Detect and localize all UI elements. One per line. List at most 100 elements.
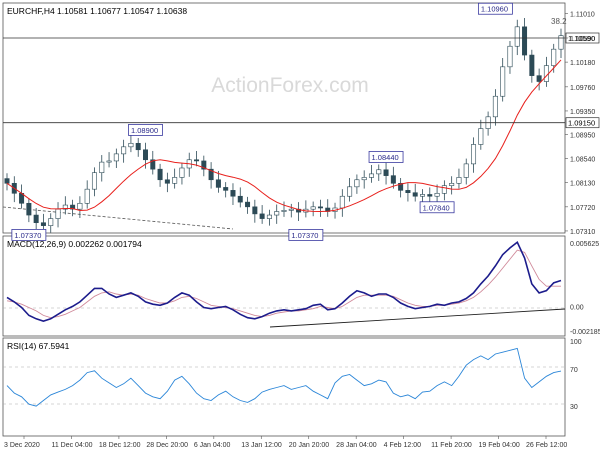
candle-body	[281, 210, 287, 212]
candle-body	[106, 160, 112, 163]
candle-body	[376, 169, 382, 175]
candle-body	[398, 182, 404, 191]
candle-body	[164, 179, 170, 184]
candle-body	[26, 202, 32, 216]
price-marker-label: 1.07370	[291, 231, 318, 240]
candle-body	[339, 195, 345, 209]
x-tick-label: 11 Dec 04:00	[51, 442, 92, 449]
candle-body	[252, 206, 258, 215]
price-y-tick-label: 1.10180	[570, 60, 595, 67]
candle-body	[230, 190, 236, 197]
price-marker-label: 1.08900	[131, 126, 158, 135]
candle-body	[84, 188, 90, 204]
x-tick-label: 4 Feb 12:00	[384, 442, 421, 449]
candle-body	[33, 214, 39, 224]
candle-body	[259, 213, 265, 219]
candle-body	[274, 211, 280, 216]
candle-body	[500, 66, 506, 97]
candle-body	[463, 163, 469, 178]
x-tick-label: 28 Jan 04:00	[336, 442, 377, 449]
level-tag-box	[565, 117, 600, 129]
candle-body	[558, 35, 564, 50]
candle-body	[434, 192, 440, 197]
candle-body	[150, 159, 156, 170]
x-tick-label: 3 Dec 2020	[4, 442, 40, 449]
candle-body	[427, 194, 433, 197]
price-marker-box	[477, 2, 513, 15]
x-tick-label: 26 Feb 12:00	[526, 442, 567, 449]
rsi-panel-frame	[2, 337, 566, 437]
candle-body	[456, 177, 462, 184]
fib-label: 38.2	[551, 17, 567, 26]
candle-body	[237, 195, 243, 203]
candle-body	[143, 149, 149, 161]
price-panel-title: EURCHF,H4 1.10581 1.10677 1.10547 1.1063…	[7, 6, 187, 16]
candle-body	[361, 177, 367, 181]
macd-y-tick-label: -0.002185	[570, 329, 600, 336]
candle-body	[172, 177, 178, 184]
candle-body	[62, 204, 68, 210]
macd-y-tick-label: 0.00	[570, 304, 584, 311]
x-tick-label: 28 Dec 20:00	[146, 442, 188, 449]
candle-body	[471, 144, 477, 165]
price-trendline-dashed	[2, 206, 234, 230]
rsi-y-tick-label: 100	[570, 339, 582, 346]
x-tick-label: 18 Dec 12:00	[99, 442, 141, 449]
candle-body	[492, 95, 498, 118]
candle-body	[507, 45, 513, 68]
price-y-tick-label: 1.07310	[570, 229, 595, 236]
xaxis-layer: 3 Dec 2020 11 Dec 04:00 18 Dec 12:00 28 Dec…	[4, 436, 567, 449]
rsi-y-tick-label: 30	[570, 404, 578, 411]
rsi-panel-title: RSI(14) 67.5941	[7, 341, 70, 351]
macd-signal-line	[6, 249, 561, 319]
candle-body	[91, 172, 97, 190]
candle-body	[179, 167, 185, 178]
candle-body	[4, 178, 10, 184]
macd-trendline	[269, 308, 566, 328]
candle-body	[201, 160, 207, 170]
price-marker-box	[368, 151, 404, 163]
candle-body	[383, 169, 389, 176]
candle-body	[441, 185, 447, 194]
candle-body	[121, 146, 127, 155]
candle-body	[215, 179, 221, 188]
price-marker-label: 1.08440	[372, 153, 399, 162]
candle-body	[135, 142, 141, 151]
x-tick-label: 6 Jan 04:00	[194, 442, 231, 449]
candle-body	[354, 179, 360, 188]
candle-body	[317, 206, 323, 209]
macd-y-tick-label: 0.005625	[570, 241, 599, 248]
price-y-tick-label: 1.08950	[570, 132, 595, 139]
x-tick-label: 13 Jan 12:00	[241, 442, 282, 449]
price-y-tick-label: 1.08540	[570, 157, 595, 164]
price-y-tick-label: 1.07720	[570, 205, 595, 212]
candle-body	[208, 168, 214, 181]
watermark: ActionForex.com	[211, 74, 369, 97]
candle-body	[99, 161, 105, 174]
candle-body	[347, 186, 353, 197]
candle-body	[536, 75, 542, 82]
price-marker-label: 1.10960	[481, 5, 508, 14]
x-tick-label: 20 Jan 20:00	[289, 442, 330, 449]
candle-body	[522, 26, 528, 56]
candle-body	[194, 159, 200, 162]
candle-body	[70, 204, 76, 210]
candle-body	[157, 168, 163, 181]
price-marker-label: 1.07370	[14, 231, 41, 240]
candle-body	[449, 182, 455, 186]
price-y-tick-label: 1.10590	[570, 36, 595, 43]
price-marker-box	[11, 229, 47, 241]
macd-line	[6, 241, 562, 322]
ma-layer	[6, 59, 562, 213]
moving-average-line	[6, 59, 562, 213]
candle-body	[55, 208, 61, 219]
candle-body	[529, 54, 535, 76]
price-marker-box	[128, 124, 163, 136]
candle-body	[40, 222, 46, 226]
candle-body	[223, 187, 229, 191]
price-y-tick-label: 1.09760	[570, 85, 595, 92]
candle-body	[288, 208, 294, 211]
candle-body	[390, 175, 396, 184]
level-tag-label: 1.09150	[568, 119, 595, 128]
